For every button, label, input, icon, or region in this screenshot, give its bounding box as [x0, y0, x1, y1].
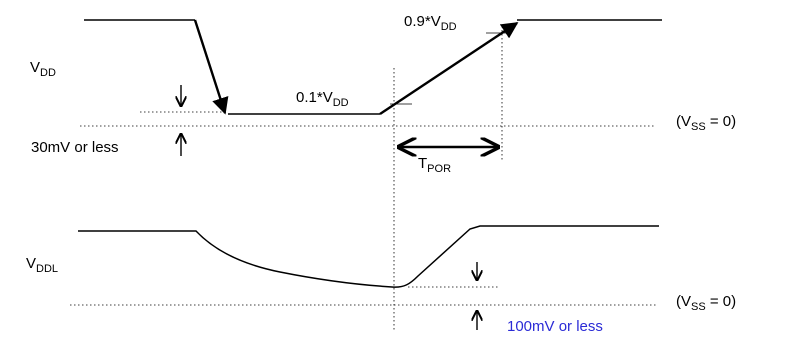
ten-percent-vdd-label: 0.1*VDD [296, 89, 349, 109]
vddl-waveform [78, 225, 659, 288]
vddl-label: VDDL [26, 255, 58, 275]
vdd-falling-edge-arrow [193, 19, 229, 115]
vss-zero-label-top: (VSS = 0) [676, 113, 736, 133]
vddl-curve [78, 225, 659, 288]
vdd-label: VDD [30, 59, 56, 79]
thirty-mv-label: 30mV or less [31, 139, 119, 156]
vdd-rising-edge-arrow [379, 22, 519, 115]
ninety-percent-vdd-label: 0.9*VDD [404, 13, 457, 33]
hundred-mv-label: 100mV or less [507, 318, 603, 335]
vdd-waveform [84, 19, 662, 115]
tpor-label: TPOR [418, 155, 451, 175]
vss-zero-label-bottom: (VSS = 0) [676, 293, 736, 313]
